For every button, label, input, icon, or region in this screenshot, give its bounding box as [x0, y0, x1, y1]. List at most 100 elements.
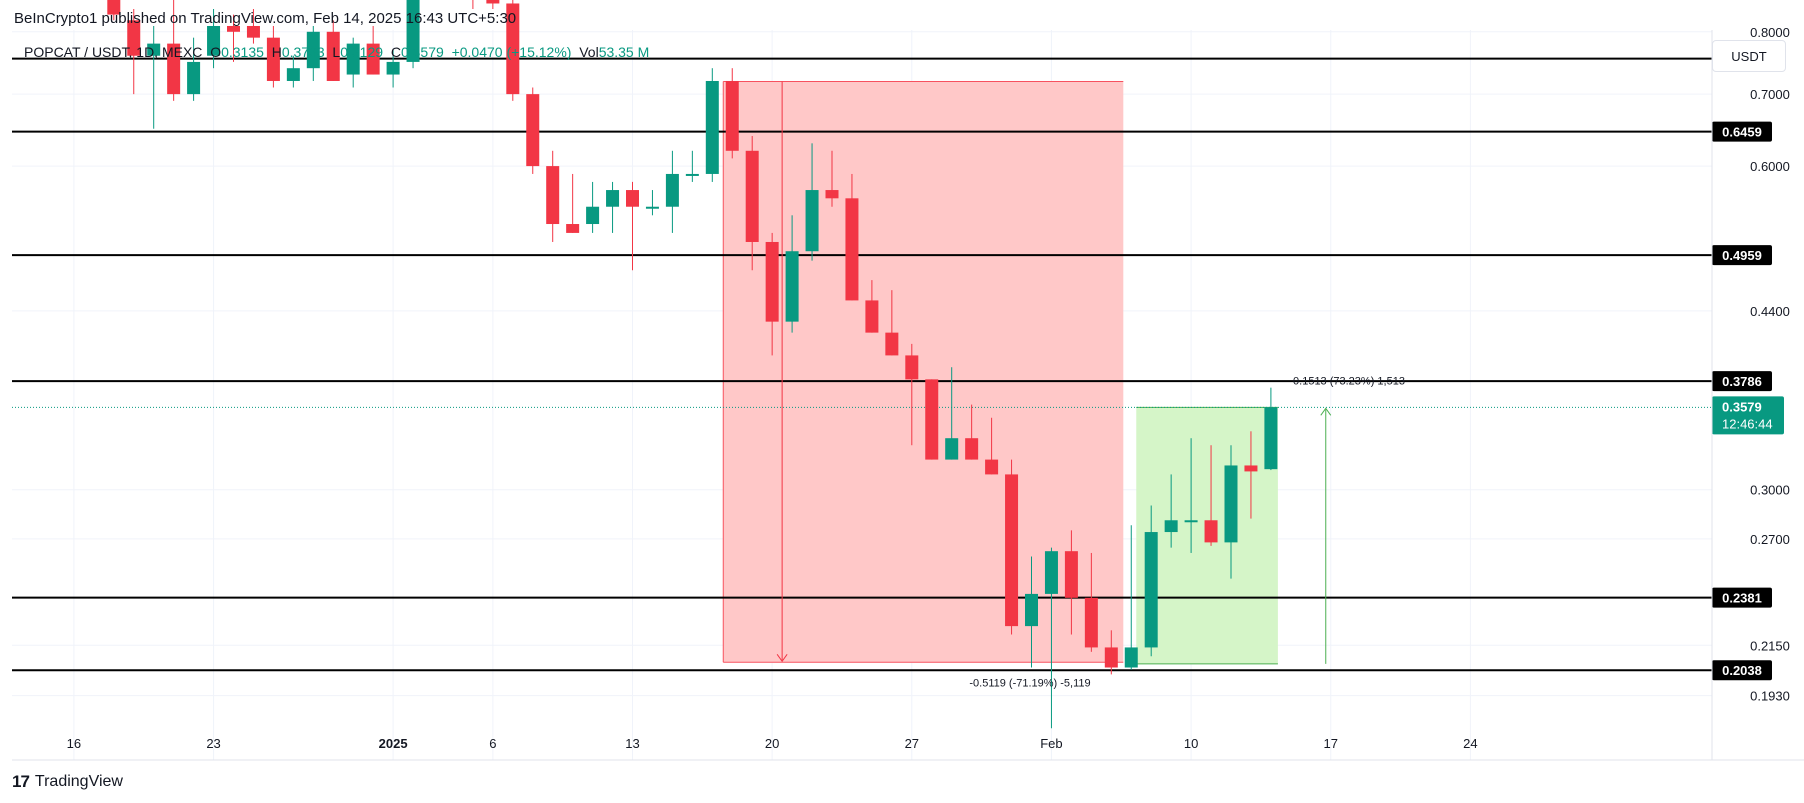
candle	[1204, 445, 1218, 546]
tradingview-footer[interactable]: 17 TradingView	[12, 772, 123, 792]
candle-body	[526, 94, 540, 167]
candle-body	[665, 173, 679, 207]
level-badge-bg	[1712, 587, 1772, 608]
candle	[346, 37, 360, 88]
horizontal-levels[interactable]	[12, 0, 1712, 672]
candle	[546, 150, 560, 242]
candle-body	[865, 300, 879, 333]
candle-body	[246, 25, 260, 38]
level-price-badge[interactable]: 0.2038	[1712, 660, 1772, 681]
candle	[1264, 387, 1278, 471]
candle-body	[346, 43, 360, 75]
candle	[645, 190, 659, 216]
candle	[1144, 505, 1158, 657]
level-badge-text: 0.3786	[1722, 374, 1762, 389]
candle	[745, 135, 759, 271]
time-tick-label: 16	[67, 736, 81, 751]
candle-body	[147, 43, 161, 56]
level-price-badge[interactable]: 0.4959	[1712, 245, 1772, 266]
candle-body	[845, 198, 859, 301]
candle	[905, 343, 919, 446]
candle-body	[645, 206, 659, 209]
candle	[207, 9, 221, 69]
candle-body	[745, 150, 759, 242]
candle	[1184, 438, 1198, 553]
short-position-zone	[723, 81, 1124, 663]
candle	[246, 9, 260, 44]
time-tick-label: 23	[206, 736, 220, 751]
publish-info: BeInCrypto1 published on TradingView.com…	[14, 10, 517, 27]
candle	[845, 173, 859, 301]
level-price-badge[interactable]: 0.3786	[1712, 371, 1772, 392]
position-zones	[722, 80, 1278, 665]
candle-body	[326, 31, 340, 81]
level-price-badge[interactable]: 0.2381	[1712, 587, 1772, 608]
candle-body	[805, 190, 819, 252]
close-label: C	[390, 44, 401, 60]
candle-body	[486, 0, 500, 4]
candle	[187, 37, 201, 101]
candle	[785, 215, 799, 333]
candle	[326, 20, 340, 81]
price-tick-label: 0.1930	[1750, 689, 1790, 704]
price-axis[interactable]: 0.8000 0.7000 0.6000 0.4400 0.3000 0.2700 0.21…	[1712, 0, 1790, 704]
candle	[765, 232, 779, 356]
long-arrow-head	[1320, 407, 1332, 416]
candle-body	[1264, 407, 1278, 470]
candle	[825, 150, 839, 207]
candle-body	[207, 25, 221, 56]
candle	[472, 0, 474, 10]
candle	[167, 0, 181, 101]
price-tick-label: 0.4400	[1750, 304, 1790, 319]
short-measure-label: -0.5119 (-71.19%) -5,119	[969, 677, 1090, 689]
price-tick-label: 0.2700	[1750, 532, 1790, 547]
current-price-badge[interactable]: 0.3579 12:46:44	[1712, 396, 1784, 435]
candle-body	[1164, 520, 1178, 533]
candle-body	[386, 61, 400, 75]
candle	[306, 25, 320, 81]
ohlc-legend: POPCAT / USDT, 1D, MEXC O0.3135 H0.3733 …	[24, 44, 649, 60]
candle	[606, 181, 620, 233]
current-price-badge-bg	[1712, 396, 1784, 435]
price-tick-label: 0.7000	[1750, 87, 1790, 102]
currency-button[interactable]: USDT	[1712, 40, 1786, 72]
time-tick-label: 27	[905, 736, 919, 751]
candle-body	[1005, 474, 1019, 627]
brand-name: TradingView	[34, 773, 123, 790]
candle	[366, 25, 380, 75]
current-price-text: 0.3579	[1722, 399, 1762, 414]
candle-body	[1204, 520, 1218, 543]
candle-body	[546, 166, 560, 225]
symbol-label[interactable]: POPCAT / USDT, 1D, MEXC	[24, 44, 203, 60]
candle-body	[366, 43, 380, 75]
volume-value: 53.35 M	[598, 44, 650, 60]
candle	[725, 68, 739, 159]
candle-body	[566, 224, 580, 233]
candle-body	[705, 80, 719, 174]
candle-countdown-text: 12:46:44	[1722, 416, 1773, 431]
time-axis[interactable]: 16 23 2025 6 13 20 27 Feb 10 17 24	[12, 30, 1804, 761]
candle	[406, 0, 420, 69]
candle-body	[925, 379, 939, 460]
candle-body	[885, 332, 899, 356]
time-tick-label: 10	[1184, 736, 1198, 751]
candle-body	[306, 31, 320, 69]
candlestick-series	[107, 0, 1278, 729]
level-badge-bg	[1712, 660, 1772, 681]
candle	[1244, 431, 1258, 519]
candle	[626, 181, 639, 271]
time-tick-label: 13	[625, 736, 639, 751]
level-price-badge[interactable]: 0.6459	[1712, 121, 1772, 142]
candle-body	[1144, 532, 1158, 648]
price-tick-label: 0.2150	[1750, 638, 1790, 653]
time-tick-label: 2025	[379, 736, 408, 751]
tradingview-logo-icon: 17	[12, 772, 30, 791]
candle-body	[606, 190, 620, 207]
candle-body	[985, 459, 999, 475]
open-label: O	[210, 44, 222, 60]
candle-body	[945, 438, 959, 460]
candle	[1124, 525, 1138, 670]
candle-body	[1025, 593, 1038, 627]
candle-body	[187, 61, 201, 95]
